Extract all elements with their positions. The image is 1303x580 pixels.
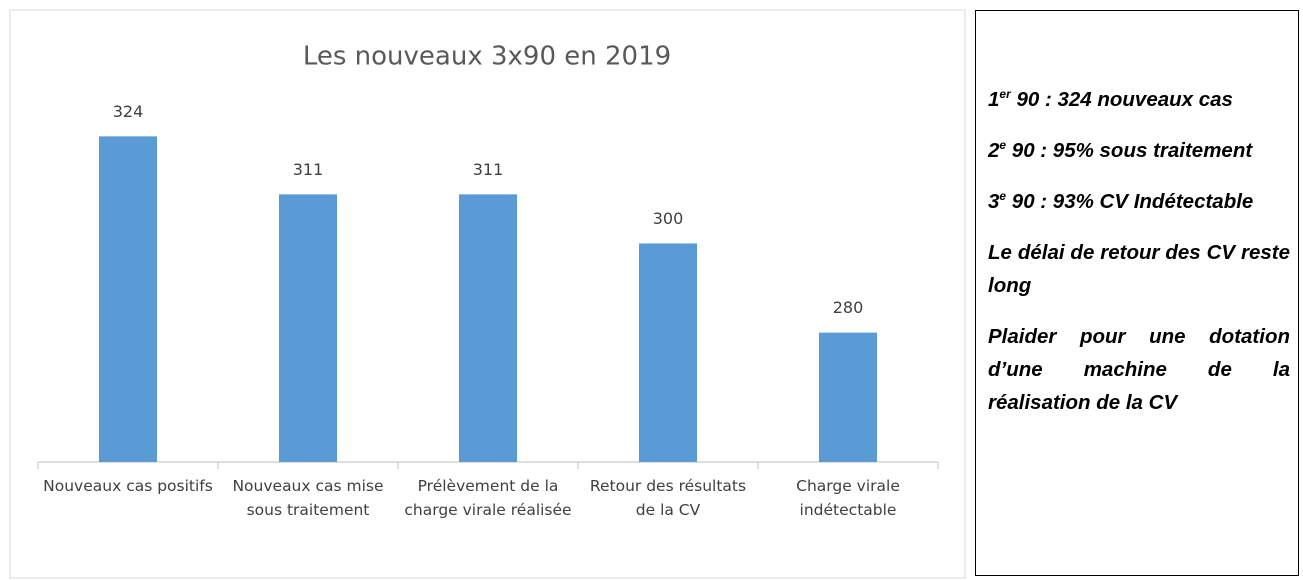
note-number: 3 bbox=[988, 190, 1000, 213]
note-text: 90 : 93% CV Indétectable bbox=[1006, 190, 1254, 213]
note: 2e 90 : 95% sous traitement bbox=[988, 134, 1290, 167]
bar bbox=[639, 243, 697, 462]
data-label: 300 bbox=[653, 209, 684, 228]
data-label: 311 bbox=[473, 160, 504, 179]
bar bbox=[279, 194, 337, 462]
side-panel: 1er 90 : 324 nouveaux cas 2e 90 : 95% sou… bbox=[975, 10, 1299, 576]
data-label: 280 bbox=[833, 298, 864, 317]
bar bbox=[99, 136, 157, 462]
note: Plaider pour une dotation d’une machine … bbox=[988, 325, 1290, 414]
note-superscript: e bbox=[999, 138, 1007, 153]
note-superscript: e bbox=[999, 189, 1007, 204]
note-text: 90 : 324 nouveaux cas bbox=[1010, 88, 1233, 111]
note-text: 90 : 95% sous traitement bbox=[1006, 139, 1253, 162]
note-superscript: er bbox=[999, 87, 1011, 102]
x-tick-label: Nouveaux cas mise sous traitement bbox=[232, 477, 384, 519]
note-number: 1 bbox=[988, 88, 1000, 111]
data-label: 311 bbox=[293, 160, 324, 179]
note: 3e 90 : 93% CV Indétectable bbox=[988, 185, 1290, 218]
bar bbox=[819, 332, 877, 462]
bar bbox=[459, 194, 517, 462]
x-tick-label: Retour des résultats de la CV bbox=[589, 477, 747, 519]
x-tick-label: Charge virale indétectable bbox=[796, 477, 900, 519]
note-number: 2 bbox=[988, 139, 1000, 162]
note: Le délai de retour des CV reste long bbox=[988, 241, 1290, 297]
note: 1er 90 : 324 nouveaux cas bbox=[988, 83, 1290, 116]
chart-title: Les nouveaux 3x90 en 2019 bbox=[303, 42, 671, 72]
x-tick-label: Nouveaux cas positifs bbox=[43, 477, 213, 495]
x-tick-label: Prélèvement de la charge virale réalisée bbox=[404, 477, 572, 519]
data-label: 324 bbox=[113, 102, 144, 121]
